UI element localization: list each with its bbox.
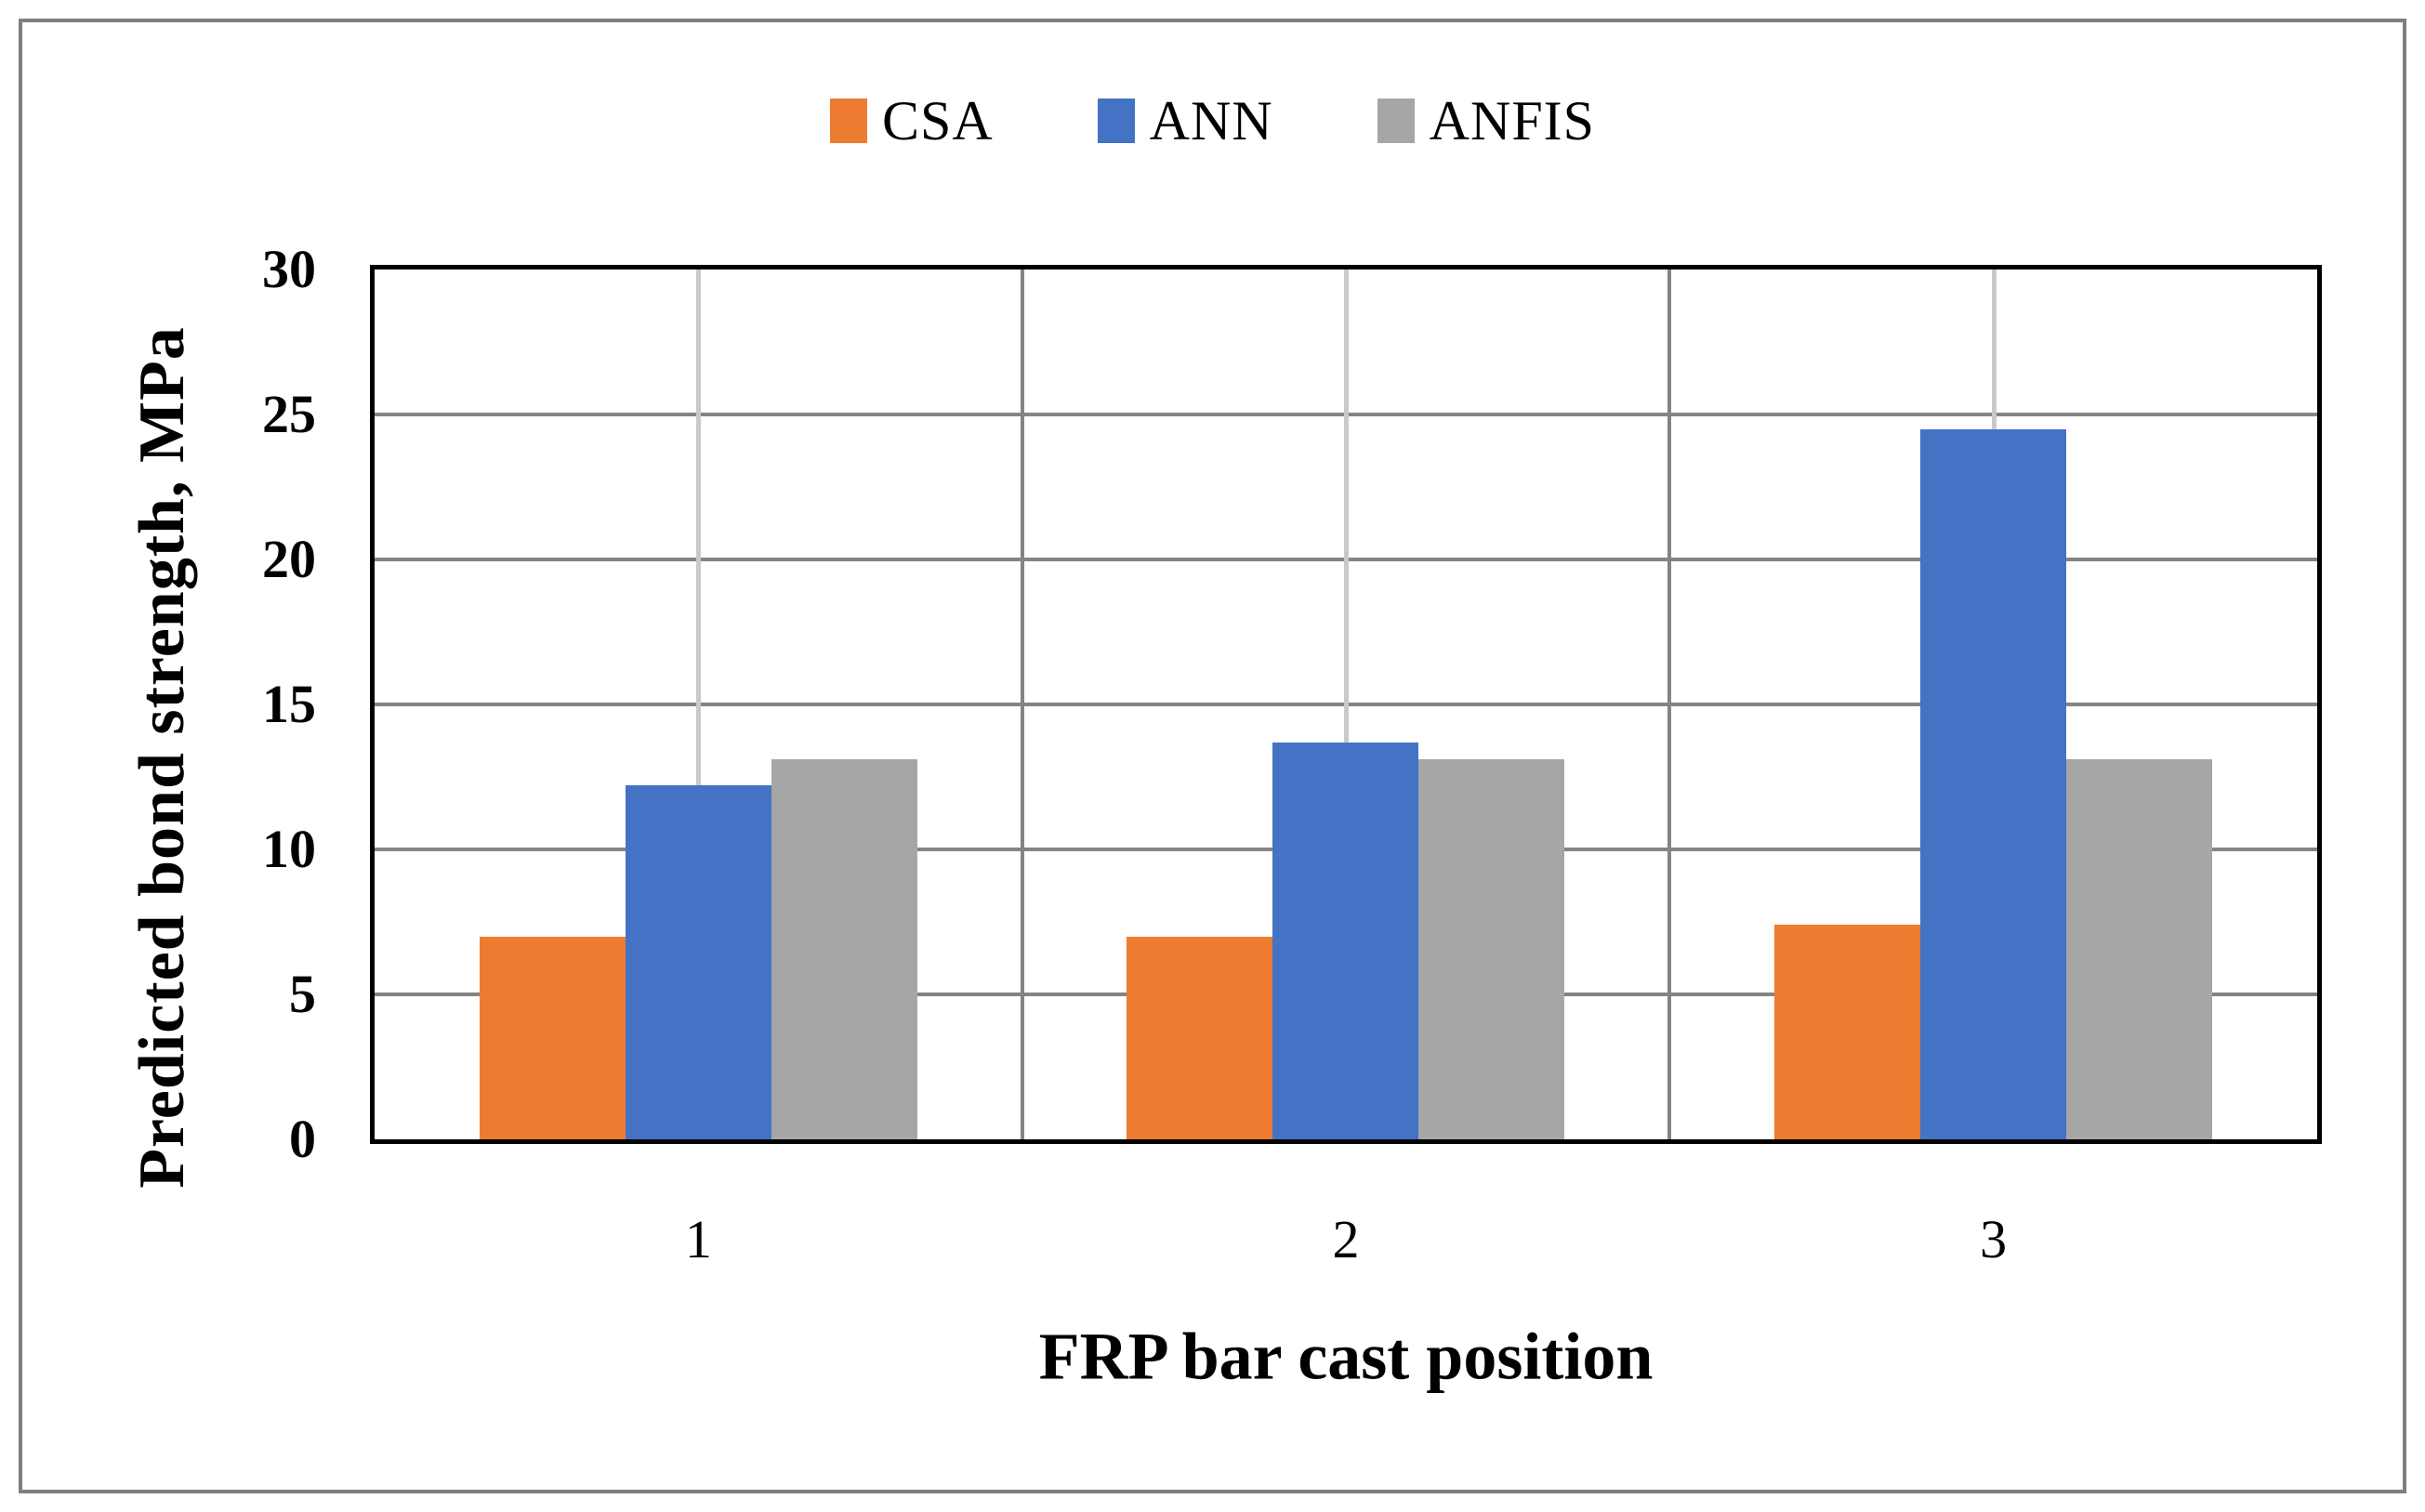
y-tick-label-15: 15 bbox=[262, 674, 316, 734]
legend-swatch-ann bbox=[1097, 99, 1135, 143]
y-axis-title: Predicted bond strength, MPa bbox=[126, 326, 198, 1189]
chart-legend: CSA ANN ANFIS bbox=[0, 93, 2425, 149]
bar-anfis-cat3 bbox=[2066, 759, 2213, 1139]
y-tick-label-30: 30 bbox=[262, 239, 316, 299]
legend-label-ann: ANN bbox=[1149, 90, 1273, 151]
x-tick-label-3: 3 bbox=[1980, 1209, 2008, 1269]
gridline-x-center-2 bbox=[1344, 270, 1349, 1139]
bar-ann-cat3 bbox=[1920, 428, 2067, 1139]
y-tick-label-0: 0 bbox=[289, 1109, 316, 1169]
legend-label-anfis: ANFIS bbox=[1429, 90, 1596, 151]
bar-ann-cat1 bbox=[625, 785, 771, 1139]
plot-area bbox=[370, 265, 2322, 1144]
x-tick-label-1: 1 bbox=[684, 1209, 712, 1269]
bar-anfis-cat1 bbox=[771, 759, 917, 1139]
legend-label-csa: CSA bbox=[881, 90, 994, 151]
bar-group-3 bbox=[1669, 270, 2317, 1139]
legend-item-csa: CSA bbox=[829, 90, 994, 151]
y-tick-label-5: 5 bbox=[289, 964, 316, 1024]
legend-swatch-csa bbox=[829, 99, 867, 143]
y-tick-label-20: 20 bbox=[262, 529, 316, 589]
bar-group-2 bbox=[1022, 270, 1670, 1139]
figure-border-frame bbox=[19, 19, 2406, 1493]
bar-anfis-cat2 bbox=[1418, 759, 1565, 1139]
gridline-x-boundary-2 bbox=[1667, 270, 1672, 1139]
bar-ann-cat2 bbox=[1272, 742, 1419, 1139]
legend-swatch-anfis bbox=[1377, 99, 1415, 143]
y-tick-label-25: 25 bbox=[262, 384, 316, 444]
x-axis-title: FRP bar cast position bbox=[1038, 1319, 1654, 1394]
gridline-x-boundary-1 bbox=[1020, 270, 1024, 1139]
bar-csa-cat1 bbox=[479, 936, 626, 1139]
bar-group-1 bbox=[375, 270, 1022, 1139]
legend-item-ann: ANN bbox=[1097, 90, 1273, 151]
bar-csa-cat2 bbox=[1127, 936, 1273, 1139]
y-tick-label-10: 10 bbox=[262, 819, 316, 879]
gridline-x-center-1 bbox=[696, 270, 702, 1139]
legend-item-anfis: ANFIS bbox=[1377, 93, 1595, 149]
bar-csa-cat3 bbox=[1774, 925, 1921, 1139]
x-tick-label-2: 2 bbox=[1332, 1209, 1360, 1269]
